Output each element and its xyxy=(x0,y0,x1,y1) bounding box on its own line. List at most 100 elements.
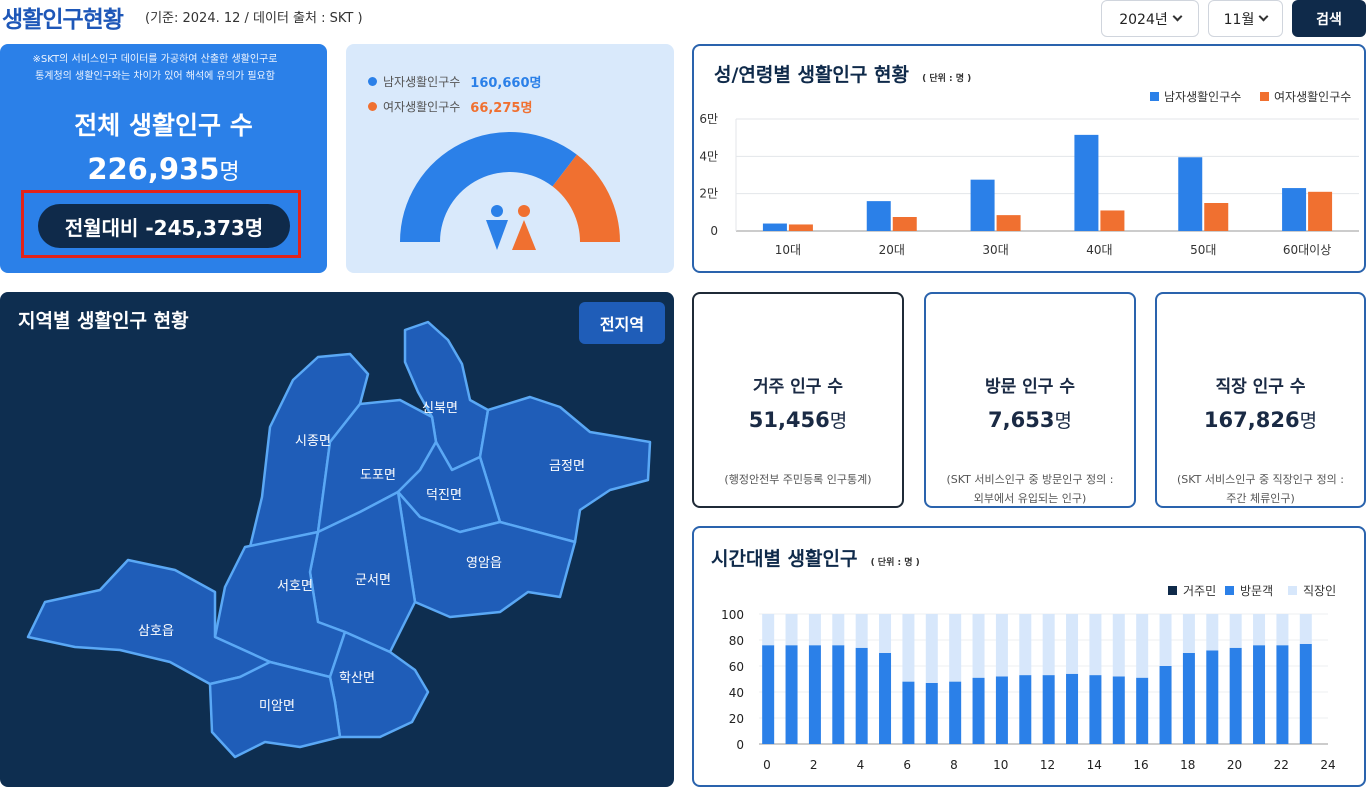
resident-title: 거주 인구 수 xyxy=(752,377,844,397)
bar-segment xyxy=(808,645,821,744)
legend-label: 직장인 xyxy=(1303,584,1336,598)
gender-population-card: 남자생활인구수 160,660명 여자생활인구수 66,275명 xyxy=(346,44,674,273)
gauge-male-arc xyxy=(400,132,577,242)
bar-segment xyxy=(832,614,845,646)
resident-unit: 명 xyxy=(829,410,848,432)
resident-note: (행정안전부 주민등록 인구통계) xyxy=(702,470,894,489)
x-tick-label: 4 xyxy=(857,758,865,772)
hour-chart-heading: 시간대별 생활인구 ( 단위 : 명 ) xyxy=(711,544,920,571)
legend-swatch xyxy=(1260,92,1269,101)
year-select[interactable]: 2024년 xyxy=(1101,0,1199,37)
bar-segment xyxy=(1136,614,1149,678)
x-tick-label: 22 xyxy=(1274,758,1289,772)
bar-segment xyxy=(879,653,892,744)
y-tick-label: 100 xyxy=(721,608,744,622)
region-label: 미암면 xyxy=(259,699,295,714)
x-tick-label: 30대 xyxy=(982,243,1008,257)
month-select[interactable]: 11월 xyxy=(1208,0,1283,37)
gender-gauge xyxy=(400,132,620,250)
worker-unit: 명 xyxy=(1299,410,1318,432)
total-population-label: 전체 생활인구 수 xyxy=(74,111,253,140)
x-tick-label: 60대이상 xyxy=(1283,243,1331,257)
bar-segment xyxy=(855,647,868,744)
region-label: 군서면 xyxy=(355,573,391,588)
male-dot-icon xyxy=(368,77,377,86)
bar xyxy=(1308,191,1333,231)
visitor-population-card: 방문 인구 수 7,653명 (SKT 서비스인구 중 방문인구 정의 : 외부에… xyxy=(924,292,1136,508)
bar-segment xyxy=(1182,614,1195,653)
bar-segment xyxy=(1253,645,1266,744)
note-line: (SKT 서비스인구 중 직장인구 정의 : xyxy=(1177,473,1344,486)
bar-segment xyxy=(785,614,798,646)
bar xyxy=(788,224,813,231)
bar-segment xyxy=(1042,675,1055,744)
x-tick-label: 50대 xyxy=(1190,243,1216,257)
legend-female: 여자생활인구수 66,275명 xyxy=(368,97,541,116)
notice-line: ※SKT의 서비스인구 데이터를 가공하여 산출한 생활인구로 xyxy=(32,54,278,65)
legend-swatch xyxy=(1288,586,1297,595)
total-population-card: ※SKT의 서비스인구 데이터를 가공하여 산출한 생활인구로 통계청의 생활인… xyxy=(0,44,327,273)
note-line: 주간 체류인구) xyxy=(1226,492,1295,505)
y-tick-label: 0 xyxy=(710,224,718,238)
region-yeongam[interactable] xyxy=(396,490,577,619)
bar-segment xyxy=(1206,614,1219,651)
x-tick-label: 12 xyxy=(1040,758,1055,772)
bar-segment xyxy=(995,676,1008,744)
bar-segment xyxy=(1066,614,1079,674)
worker-value: 167,826명 xyxy=(1157,406,1364,433)
bar-segment xyxy=(902,681,915,744)
notice-line: 통계청의 생활인구와는 차이가 있어 해석에 유의가 필요함 xyxy=(35,71,275,82)
region-miam[interactable] xyxy=(208,660,342,759)
bar-segment xyxy=(832,645,845,744)
page-subtitle: (기준: 2024. 12 / 데이터 출처 : SKT ) xyxy=(145,11,363,26)
region-map: 신북면 시종면 도포면 금정면 덕진면 영암읍 군서면 서호면 삼호읍 학산면 … xyxy=(26,320,652,759)
bar xyxy=(1100,210,1125,231)
chevron-down-icon xyxy=(1258,11,1269,22)
gender-legend: 남자생활인구수 160,660명 여자생활인구수 66,275명 xyxy=(368,72,541,116)
region-label: 영암읍 xyxy=(466,556,502,571)
bar xyxy=(762,223,787,231)
worker-number: 167,826 xyxy=(1203,408,1300,432)
legend-swatch xyxy=(1150,92,1159,101)
search-button[interactable]: 검색 xyxy=(1292,0,1366,37)
bar-segment xyxy=(1089,675,1102,744)
y-tick-label: 40 xyxy=(729,686,744,700)
age-chart-unit: ( 단위 : 명 ) xyxy=(922,74,972,84)
all-region-button[interactable]: 전지역 xyxy=(579,302,665,344)
bar-segment xyxy=(1089,614,1102,676)
bar xyxy=(970,179,995,231)
bar-segment xyxy=(972,677,985,744)
female-label: 여자생활인구수 xyxy=(383,100,461,114)
chevron-down-icon xyxy=(1172,11,1183,22)
bar-segment xyxy=(1206,650,1219,744)
y-tick-label: 60 xyxy=(729,660,744,674)
hourly-chart-panel: 시간대별 생활인구 ( 단위 : 명 ) 거주민 방문객 직장인 0 20 40 60 80 1… xyxy=(692,526,1366,787)
visitor-number: 7,653 xyxy=(988,408,1055,432)
x-tick-label: 10 xyxy=(993,758,1008,772)
bar-segment xyxy=(1136,677,1149,744)
female-value: 66,275명 xyxy=(470,101,533,116)
x-tick-label: 6 xyxy=(903,758,911,772)
age-gender-chart-panel: 성/연령별 생활인구 현황 ( 단위 : 명 ) 남자생활인구수 여자생활인구수 0… xyxy=(692,44,1366,273)
hour-chart-title: 시간대별 생활인구 xyxy=(711,548,858,570)
region-label: 시종면 xyxy=(295,434,331,449)
visitor-unit: 명 xyxy=(1054,410,1072,432)
bar-segment xyxy=(1112,614,1125,677)
bar-segment xyxy=(1112,676,1125,744)
x-tick-label: 20대 xyxy=(879,243,905,257)
worker-title: 직장 인구 수 xyxy=(1215,377,1306,397)
legend-label: 여자생활인구수 xyxy=(1274,90,1351,104)
x-tick-label: 24 xyxy=(1320,758,1335,772)
legend-label: 거주민 xyxy=(1183,584,1216,598)
month-select-value: 11월 xyxy=(1223,11,1255,28)
bar-segment xyxy=(1253,614,1266,646)
bar xyxy=(996,215,1021,231)
bar-segment xyxy=(808,614,821,646)
year-select-value: 2024년 xyxy=(1119,11,1168,28)
y-tick-label: 4만 xyxy=(699,149,718,163)
resident-value: 51,456명 xyxy=(694,406,902,433)
map-title: 지역별 생활인구 현황 xyxy=(18,310,189,332)
female-dot-icon xyxy=(368,102,377,111)
data-notice: ※SKT의 서비스인구 데이터를 가공하여 산출한 생활인구로 통계청의 생활인… xyxy=(10,51,300,85)
